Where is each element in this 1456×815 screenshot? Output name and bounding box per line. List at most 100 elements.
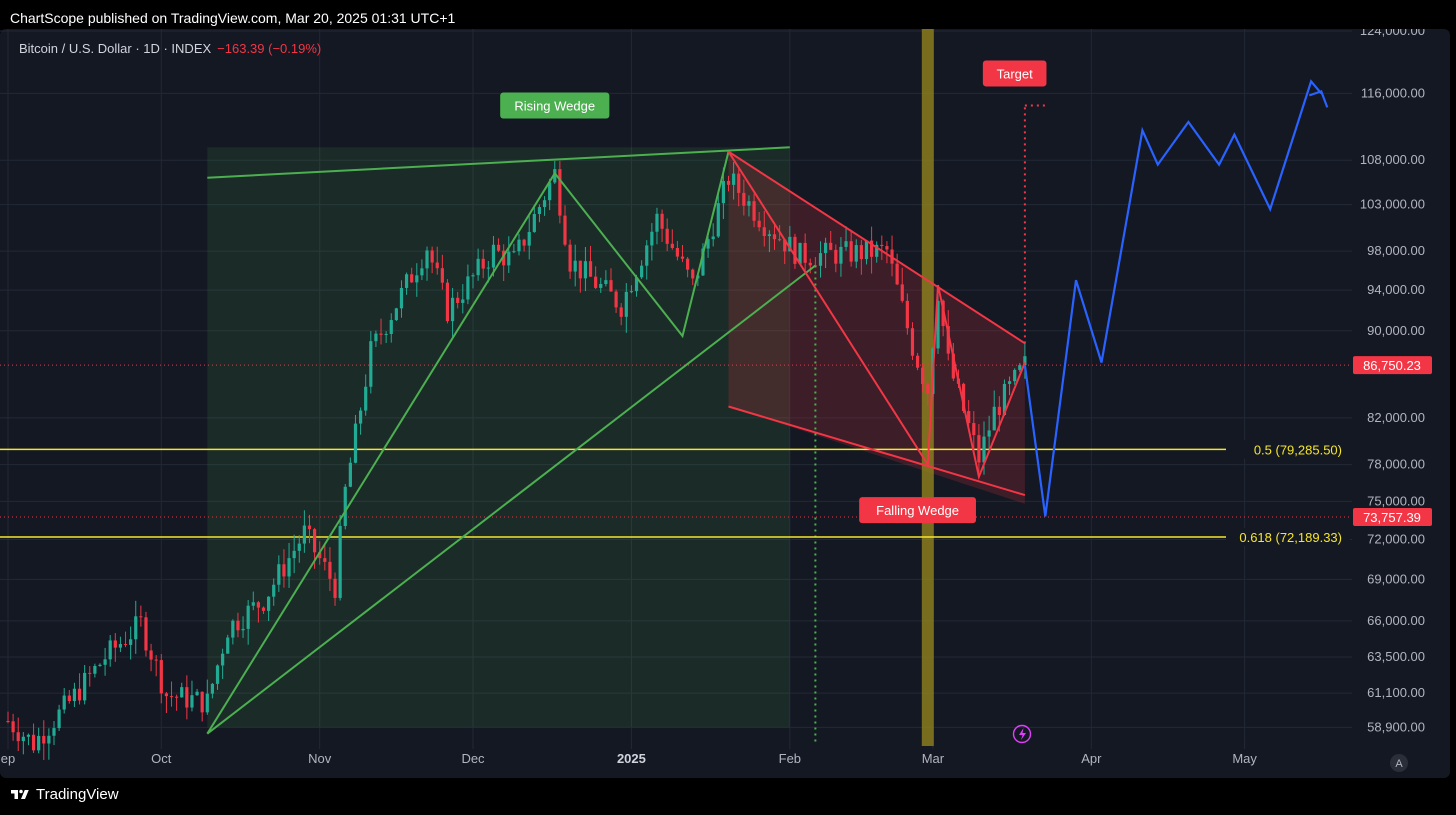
candle <box>420 259 424 281</box>
label-bg <box>982 60 1047 87</box>
candle-body <box>496 244 501 251</box>
candle <box>496 238 501 253</box>
candle-body <box>149 650 153 660</box>
candle-body <box>650 231 654 246</box>
candle-body <box>844 241 848 247</box>
candle-body <box>307 525 312 530</box>
candle-body <box>323 558 327 562</box>
candle-body <box>72 688 77 702</box>
candle <box>829 231 833 251</box>
candle-body <box>793 236 797 264</box>
y-tick-label: 98,000.00 <box>1367 243 1425 258</box>
candle <box>839 237 843 277</box>
label-text: Falling Wedge <box>876 503 959 518</box>
candle <box>481 249 485 279</box>
candle-body <box>144 617 148 651</box>
candle <box>410 267 414 283</box>
candle-body <box>634 277 639 292</box>
candle-body <box>190 695 194 708</box>
rising-wedge-label: Rising Wedge <box>500 92 610 119</box>
candle-body <box>226 637 230 654</box>
candle-body <box>594 276 598 288</box>
fib-label-bg <box>1226 528 1350 547</box>
candle <box>1002 379 1007 416</box>
candle <box>905 293 909 335</box>
y-tick-label: 103,000.00 <box>1360 197 1425 212</box>
candle-body <box>231 620 235 638</box>
candle <box>772 222 777 250</box>
y-tick-label: 66,000.00 <box>1367 613 1425 628</box>
y-tick-label: 58,900.00 <box>1367 719 1425 734</box>
x-tick-label: 2025 <box>617 751 646 766</box>
candle-body <box>338 526 342 598</box>
footer-brand-area[interactable]: TradingView <box>10 786 119 803</box>
candle <box>512 243 516 254</box>
candle <box>762 210 766 247</box>
candle <box>129 626 133 660</box>
candle <box>200 691 204 722</box>
candle <box>844 226 848 251</box>
rising-wedge-line <box>206 151 730 735</box>
candle-body <box>26 734 31 737</box>
candle <box>261 606 266 615</box>
candle-body <box>302 525 306 544</box>
label-bg <box>859 497 976 524</box>
candle-body <box>885 246 889 250</box>
candle-body <box>767 234 771 237</box>
candle-body <box>900 284 904 301</box>
price-tag: 73,757.39 <box>1353 507 1432 526</box>
candle <box>757 212 761 232</box>
symbol-legend[interactable]: Bitcoin / U.S. Dollar · 1D · INDEX −163.3… <box>19 41 321 56</box>
candle-body <box>486 267 490 269</box>
candle-body <box>619 307 623 317</box>
candle-body <box>1023 356 1027 366</box>
candle-body <box>578 260 582 279</box>
y-tick-label: 61,100.00 <box>1367 685 1425 700</box>
candle <box>737 167 741 207</box>
candle-body <box>798 242 802 264</box>
candle-body <box>410 274 414 283</box>
candle-body <box>660 213 664 229</box>
candle <box>175 694 179 711</box>
candle <box>369 331 373 394</box>
chart-canvas[interactable]: Rising Wedge Falling Wedge Target 124,000.0… <box>0 29 1450 778</box>
candle-body <box>1018 365 1022 370</box>
candle <box>767 230 771 253</box>
candle-body <box>558 169 562 216</box>
candle <box>987 415 991 449</box>
chart-panel[interactable] <box>0 29 1450 778</box>
candle-body <box>537 207 542 215</box>
candle-body <box>502 250 506 266</box>
x-tick-label: ep <box>1 751 15 766</box>
price-tag-bg <box>1353 507 1432 526</box>
candle-body <box>629 291 634 293</box>
price-tag: 86,750.23 <box>1353 356 1432 375</box>
label-text: Rising Wedge <box>514 99 595 114</box>
candle-body <box>215 665 220 684</box>
candle-body <box>778 239 782 241</box>
candle <box>144 611 148 657</box>
candle <box>231 619 235 645</box>
candle <box>629 285 634 294</box>
candle <box>445 279 450 324</box>
candle-body <box>445 282 450 322</box>
candle <box>307 514 312 544</box>
candle-body <box>21 736 25 742</box>
candle <box>655 207 659 245</box>
candle <box>425 246 429 281</box>
auto-scale-button: A <box>1390 754 1408 772</box>
candle-body <box>655 213 659 232</box>
candle-body <box>992 406 996 431</box>
candle <box>251 591 255 611</box>
x-tick-label: May <box>1232 751 1257 766</box>
y-tick-label: 90,000.00 <box>1367 323 1425 338</box>
y-tick-label: 69,000.00 <box>1367 571 1425 586</box>
candle-body <box>553 169 557 183</box>
candle-body <box>399 287 404 309</box>
candle-body <box>185 687 189 708</box>
candle <box>190 680 194 712</box>
candle-body <box>854 245 858 262</box>
candle-body <box>313 529 317 553</box>
candle-body <box>783 239 787 252</box>
candle <box>139 605 143 627</box>
